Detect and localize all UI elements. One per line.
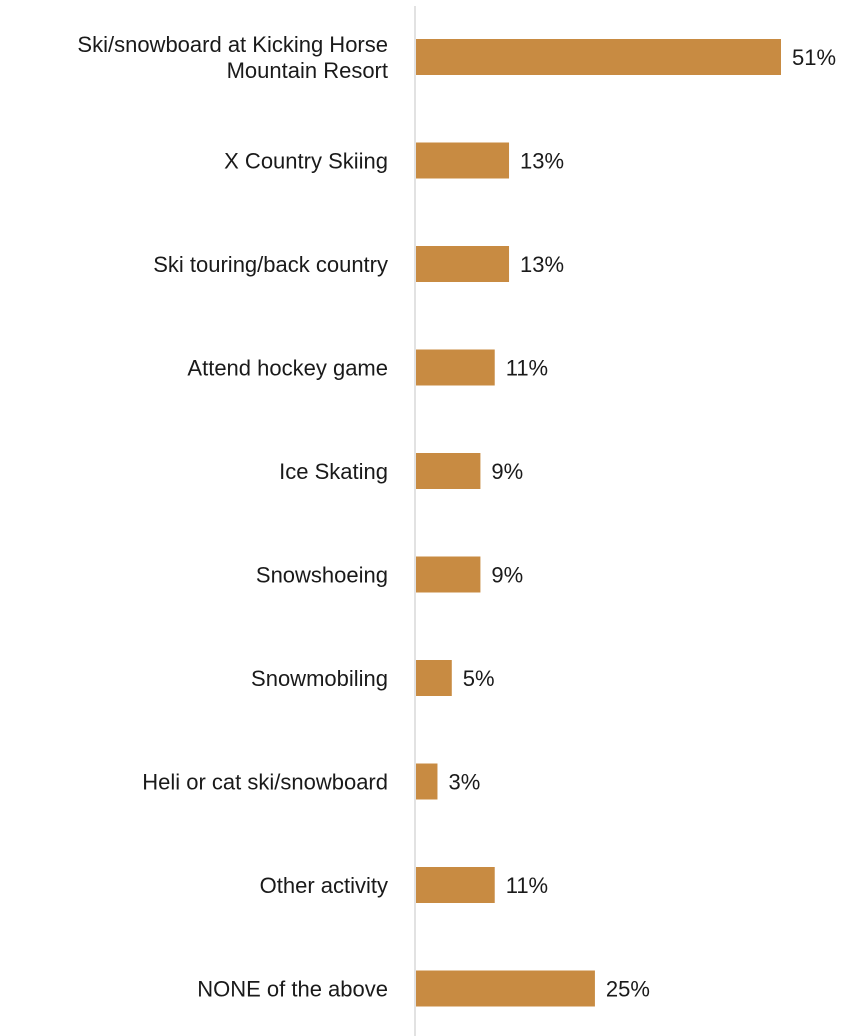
category-label: Snowmobiling	[251, 666, 388, 691]
value-label: 5%	[463, 666, 495, 691]
value-label: 13%	[520, 252, 564, 277]
bar	[416, 660, 452, 696]
bar	[416, 763, 438, 800]
value-label: 9%	[491, 459, 523, 484]
category-label: Other activity	[260, 873, 388, 898]
value-label: 13%	[520, 149, 564, 174]
value-label: 11%	[506, 356, 548, 381]
value-label: 11%	[506, 873, 548, 898]
bar	[416, 556, 481, 593]
category-label: Attend hockey game	[187, 356, 388, 381]
bar	[416, 453, 481, 489]
category-label: Ice Skating	[279, 459, 388, 484]
value-labels-group: 51% 13% 13% 11% 9% 9% 5% 3% 11% 25%	[448, 45, 836, 1002]
bar	[416, 142, 510, 179]
bar	[416, 970, 595, 1007]
value-label: 51%	[792, 45, 836, 70]
bar	[416, 349, 495, 386]
value-label: 25%	[606, 977, 650, 1002]
category-label: Snowshoeing	[256, 563, 388, 588]
bar	[416, 867, 495, 903]
category-label: Mountain Resort	[227, 58, 388, 83]
category-label: Ski touring/back country	[153, 252, 388, 277]
category-label: X Country Skiing	[224, 149, 388, 174]
bar	[416, 246, 510, 282]
bars-group	[416, 39, 781, 1007]
category-label: Heli or cat ski/snowboard	[142, 770, 388, 795]
bar	[416, 39, 781, 75]
value-label: 9%	[491, 563, 523, 588]
category-label: NONE of the above	[197, 977, 388, 1002]
category-label: Ski/snowboard at Kicking Horse	[77, 32, 388, 57]
value-label: 3%	[448, 770, 480, 795]
